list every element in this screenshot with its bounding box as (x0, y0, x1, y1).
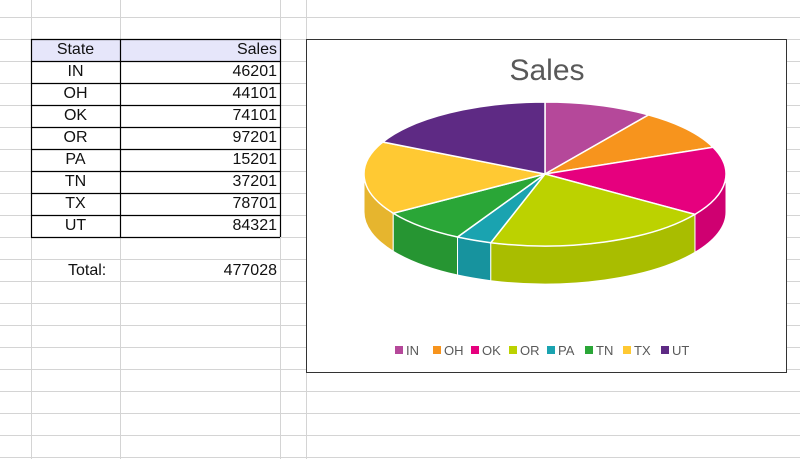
state-cell[interactable]: PA (65, 151, 86, 168)
header-fill (31, 39, 280, 61)
chart-title: Sales (509, 54, 584, 87)
legend-label-OH: OH (444, 343, 464, 358)
sales-cell[interactable]: 44101 (232, 85, 278, 102)
legend-swatch-PA (547, 346, 555, 354)
state-cell[interactable]: TX (65, 195, 86, 212)
legend-swatch-TN (585, 346, 593, 354)
pie-side-PA (457, 236, 492, 282)
legend-swatch-OH (433, 346, 441, 354)
chart-legend: IN OH OK OR PA TN TX UT (395, 343, 689, 358)
legend-label-PA: PA (558, 343, 575, 358)
legend-label-OR: OR (520, 343, 540, 358)
pie-slice-TX[interactable] (363, 141, 546, 215)
legend-label-TN: TN (596, 343, 613, 358)
pie-chart-svg: Sales IN OH OK OR PA TN TX UT (363, 54, 727, 358)
legend-label-OK: OK (482, 343, 501, 358)
sales-cell[interactable]: 15201 (232, 151, 278, 168)
header-state-cell[interactable]: State (56, 41, 95, 58)
legend-swatch-IN (395, 346, 403, 354)
legend-label-IN: IN (406, 343, 419, 358)
sales-cell[interactable]: 97201 (232, 129, 278, 146)
sales-cell[interactable]: 46201 (232, 63, 278, 80)
sales-cell[interactable]: 78701 (232, 195, 278, 212)
legend-label-TX: TX (634, 343, 651, 358)
total-label-cell[interactable]: Total: (68, 262, 107, 279)
state-cell[interactable]: IN (67, 63, 84, 80)
pie-slice-IN[interactable] (544, 101, 651, 176)
sales-cell[interactable]: 84321 (232, 217, 278, 234)
legend-swatch-UT (661, 346, 669, 354)
legend-label-UT: UT (672, 343, 689, 358)
pie-slice-OR[interactable] (489, 173, 697, 247)
pie-slice-UT[interactable] (381, 101, 546, 175)
sales-pie-chart[interactable]: Sales IN OH OK OR PA TN TX UT (306, 39, 787, 373)
legend-swatch-TX (623, 346, 631, 354)
state-cell[interactable]: OR (63, 129, 88, 146)
state-cell[interactable]: TN (64, 173, 87, 190)
header-sales-cell[interactable]: Sales (236, 41, 277, 58)
pie-slice-OH[interactable] (544, 114, 715, 175)
state-cell[interactable]: OK (63, 107, 88, 124)
total-value-cell[interactable]: 477028 (223, 262, 277, 279)
pie-slice-OK[interactable] (544, 146, 727, 216)
state-cell[interactable]: OH (63, 85, 88, 102)
state-cell[interactable]: UT (64, 217, 87, 234)
legend-swatch-OK (471, 346, 479, 354)
legend-swatch-OR (509, 346, 517, 354)
sales-cell[interactable]: 37201 (232, 173, 278, 190)
sales-cell[interactable]: 74101 (232, 107, 278, 124)
